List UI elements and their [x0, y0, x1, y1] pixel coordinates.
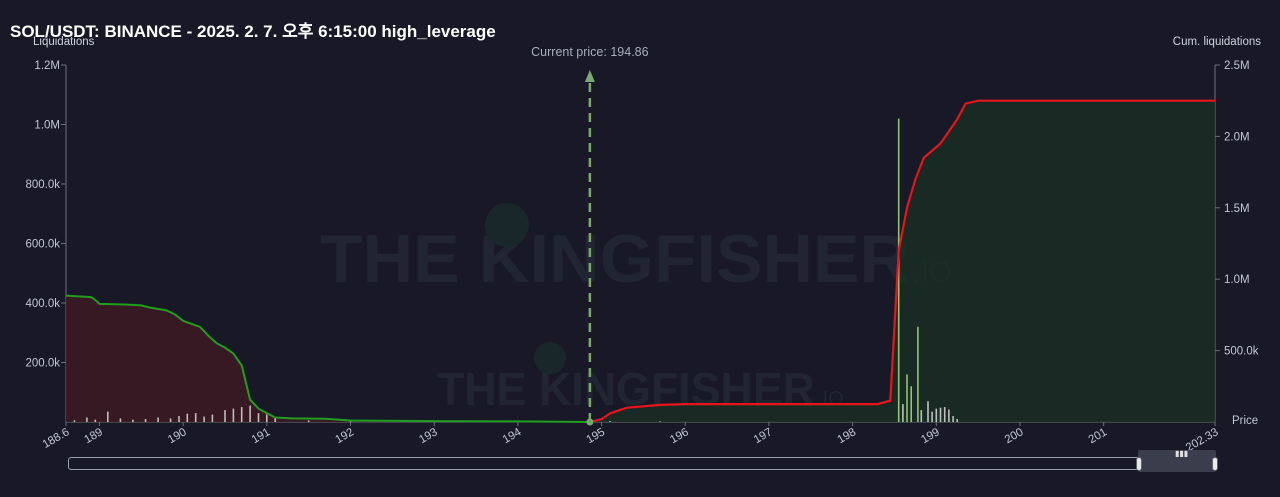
range-handle-right[interactable]: [1212, 457, 1218, 471]
grip-icon: ▮▮▮: [1175, 449, 1189, 458]
x-tick-label: 188.6: [41, 426, 72, 451]
liquidation-bar: [257, 413, 260, 422]
liquidation-bar: [132, 419, 134, 422]
range-scrollbar-thumb[interactable]: [1138, 450, 1216, 472]
y-left-tick-label: 600.0k: [25, 239, 60, 251]
liquidation-bar: [194, 413, 197, 422]
current-price-dot: [586, 418, 594, 426]
x-tick-label: 190: [166, 426, 189, 446]
x-tick-label: 201: [1087, 426, 1110, 446]
y-left-tick-label: 400.0k: [25, 298, 60, 310]
y-axis-left-label: Liquidations: [33, 36, 95, 48]
liquidation-bar: [211, 414, 214, 422]
liquidation-bar: [943, 407, 946, 422]
x-tick-label: 192: [333, 426, 356, 446]
liquidation-bars: [73, 118, 958, 422]
liquidation-bar: [609, 421, 611, 422]
liquidation-bar: [902, 404, 904, 422]
liquidation-bar: [931, 411, 933, 422]
x-tick-label: 197: [752, 426, 775, 446]
x-axis-label: Price: [1232, 415, 1258, 427]
y-left-tick-label: 200.0k: [25, 358, 60, 370]
liquidation-bar: [927, 401, 929, 422]
y-right-tick-label: 2.0M: [1224, 131, 1250, 143]
liquidation-bar: [939, 407, 942, 422]
short-liquidations-line: [589, 99, 1215, 424]
liquidation-bar: [119, 418, 122, 422]
liquidation-bar: [249, 405, 251, 422]
liquidation-bar: [186, 413, 189, 422]
liquidation-bar: [144, 419, 147, 422]
liquidation-bar: [349, 421, 352, 422]
cumulative-lines: [65, 99, 1215, 424]
x-tick-label: 189: [82, 426, 105, 446]
liquidation-bar: [73, 420, 76, 422]
long-liquidations-area: [66, 295, 590, 422]
range-handle-left[interactable]: [1136, 457, 1142, 471]
liquidation-bar: [956, 419, 958, 422]
liquidation-bar: [157, 417, 159, 422]
y-left-tick-label: 1.2M: [34, 60, 60, 72]
liquidation-bar: [906, 374, 908, 422]
chart-title: SOL/USDT: BINANCE - 2025. 2. 7. 오후 6:15:…: [10, 22, 496, 41]
y-right-tick-label: 1.0M: [1224, 274, 1250, 286]
liquidation-bar: [94, 419, 97, 422]
liquidation-bar: [232, 408, 235, 422]
long-liquidations-line: [65, 294, 590, 423]
range-scrollbar[interactable]: [68, 457, 1218, 470]
liquidation-bar: [952, 416, 954, 422]
liquidation-bar: [240, 407, 243, 422]
liquidation-bar: [169, 418, 172, 422]
current-price-arrow: [584, 70, 595, 82]
liquidation-bar: [203, 416, 205, 422]
y-right-tick-label: 1.5M: [1224, 203, 1250, 215]
x-tick-label: 198: [836, 426, 859, 446]
svg-text:THE KINGFISHER: THE KINGFISHER: [320, 221, 910, 297]
watermark: THE KINGFISHER .IO THE KINGFISHER .IO: [320, 203, 952, 415]
liquidation-bar: [935, 408, 938, 422]
liquidation-bar: [86, 417, 88, 422]
short-liquidations-area: [589, 100, 1215, 422]
liquidation-bar: [920, 410, 923, 422]
x-tick-label: 194: [501, 426, 524, 446]
x-tick-label: 199: [919, 426, 942, 446]
x-tick-label: 200: [1003, 426, 1026, 446]
liquidation-bar: [897, 118, 900, 422]
y-right-tick-label: 500.0k: [1224, 346, 1259, 358]
y-left-tick-label: 1.0M: [34, 120, 60, 132]
current-price-marker: Current price: 194.86: [531, 45, 649, 426]
liquidation-bar: [948, 409, 950, 422]
liquidation-bar: [307, 420, 310, 422]
liquidation-bar: [659, 421, 661, 422]
x-tick-label: 191: [250, 426, 273, 446]
x-tick-label: 196: [668, 426, 691, 446]
liquidation-bar: [266, 414, 268, 422]
liquidation-bar: [910, 386, 912, 422]
current-price-label: Current price: 194.86: [531, 45, 648, 59]
x-tick-label: 193: [417, 426, 440, 446]
liquidation-bar: [224, 410, 226, 422]
liquidation-bar: [917, 326, 919, 422]
y-axis-right-label: Cum. liquidations: [1172, 36, 1261, 48]
y-right-tick-label: 2.5M: [1224, 60, 1250, 72]
liquidation-bar: [178, 416, 180, 422]
area-fills: [66, 100, 1215, 422]
x-tick-label: 195: [584, 426, 607, 446]
liquidation-bar: [107, 411, 109, 422]
liquidation-bar: [274, 417, 276, 422]
y-left-tick-label: 800.0k: [25, 179, 60, 191]
